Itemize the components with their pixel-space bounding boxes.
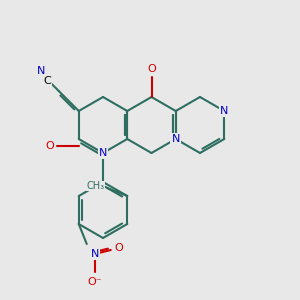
Text: O: O (147, 64, 156, 74)
Text: N: N (220, 106, 228, 116)
Text: N: N (99, 148, 107, 158)
Text: CH₃: CH₃ (86, 181, 104, 191)
Text: N: N (37, 66, 45, 76)
Text: O⁻: O⁻ (87, 277, 102, 287)
Text: C: C (43, 76, 51, 86)
Text: N: N (172, 134, 180, 144)
Text: N: N (91, 249, 99, 259)
Text: O: O (114, 243, 123, 253)
Text: O: O (45, 141, 54, 151)
